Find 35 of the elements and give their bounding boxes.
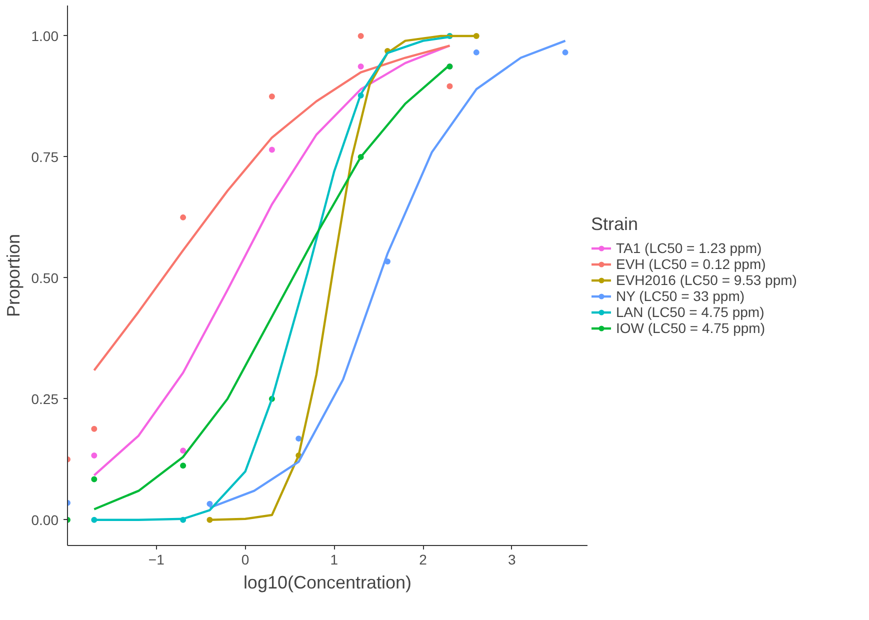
point: [180, 448, 186, 454]
y-tick-label: 0.00: [31, 512, 59, 528]
point: [473, 49, 480, 56]
x-axis-title: log10(Concentration): [243, 572, 412, 592]
y-tick-label: 0.50: [31, 270, 59, 286]
point: [91, 426, 98, 432]
y-tick-label: 0.25: [31, 390, 59, 407]
point: [358, 63, 364, 70]
x-tick-label: 0: [241, 552, 250, 568]
x-tick-label: 2: [419, 552, 428, 568]
point: [91, 476, 98, 482]
point: [268, 146, 275, 153]
point: [91, 452, 98, 458]
legend-label: EVH2016 (LC50 = 9.53 ppm): [616, 272, 797, 288]
point: [358, 32, 364, 39]
point: [296, 436, 302, 442]
legend-label: NY (LC50 = 33 ppm): [616, 288, 745, 304]
y-tick-label: 0.75: [31, 148, 59, 165]
y-axis-title: Proportion: [3, 234, 24, 318]
y-tick-label: 1.00: [31, 28, 59, 44]
point: [268, 93, 275, 100]
point: [562, 49, 568, 56]
legend-label: TA1 (LC50 = 1.23 ppm): [616, 240, 762, 256]
point: [180, 214, 186, 220]
legend-label: LAN (LC50 = 4.75 ppm): [616, 304, 764, 320]
point: [206, 500, 213, 507]
legend-label: EVH (LC50 = 0.12 ppm): [616, 256, 766, 272]
point: [446, 83, 453, 90]
line-series: [93, 44, 451, 372]
point: [180, 462, 186, 469]
x-tick-label: 3: [508, 552, 516, 568]
x-tick-label: 1: [330, 552, 338, 568]
x-tick-label: −1: [148, 552, 165, 568]
legend-label: IOW (LC50 = 4.75 ppm): [616, 320, 766, 336]
legend-title: Strain: [591, 214, 640, 235]
